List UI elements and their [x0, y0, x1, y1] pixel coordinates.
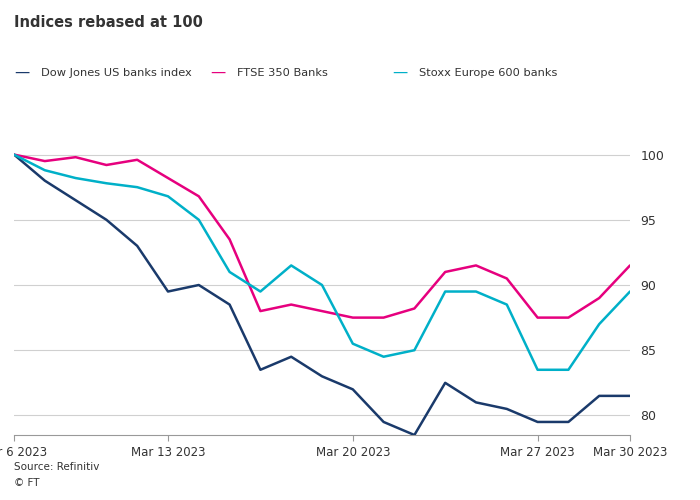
Text: —: —	[392, 65, 407, 80]
Text: © FT: © FT	[14, 478, 39, 488]
Text: Dow Jones US banks index: Dow Jones US banks index	[41, 68, 191, 78]
Text: —: —	[14, 65, 29, 80]
Text: FTSE 350 Banks: FTSE 350 Banks	[237, 68, 328, 78]
Text: Source: Refinitiv: Source: Refinitiv	[14, 462, 99, 472]
Text: Stoxx Europe 600 banks: Stoxx Europe 600 banks	[419, 68, 557, 78]
Text: —: —	[210, 65, 225, 80]
Text: Indices rebased at 100: Indices rebased at 100	[14, 15, 203, 30]
